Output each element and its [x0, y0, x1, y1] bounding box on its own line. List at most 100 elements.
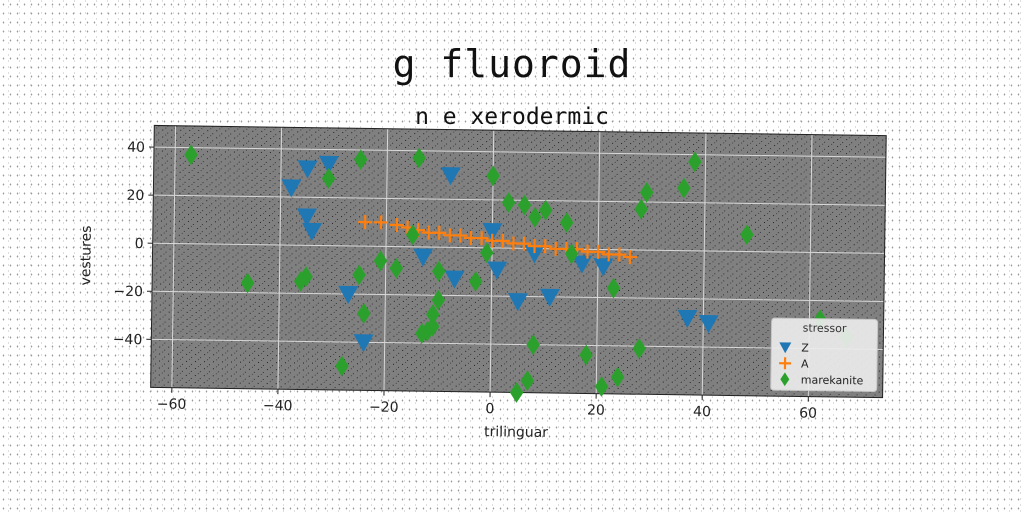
y-grid-line [153, 194, 886, 206]
z-point [487, 261, 508, 280]
marekanite-point [740, 224, 754, 246]
marekanite-point [594, 376, 609, 397]
z-point [281, 179, 302, 198]
marekanite-point [426, 304, 440, 325]
z-point [444, 270, 465, 289]
x-tick-label: 60 [799, 405, 817, 421]
z-point [318, 155, 339, 174]
marekanite-point [468, 271, 483, 292]
legend-box [770, 317, 879, 393]
z-point [353, 334, 374, 353]
marekanite-point [240, 272, 255, 294]
plot-noise-overlay [150, 125, 887, 398]
marekanite-point [431, 289, 446, 311]
legend-marker-marekanite [780, 372, 790, 387]
series-z [281, 155, 719, 353]
marekanite-point [389, 257, 404, 279]
z-point [572, 255, 593, 274]
z-point [593, 258, 614, 277]
z-point [296, 208, 317, 227]
x-tick-label: −20 [369, 399, 399, 415]
z-point [482, 222, 503, 242]
marekanite-point [184, 144, 198, 166]
marekanite-point [606, 277, 621, 299]
marekanite-point [688, 151, 702, 173]
legend-label-z: Z [801, 341, 809, 354]
a-point [495, 233, 510, 248]
marekanite-point [559, 212, 574, 233]
marekanite-point [610, 366, 625, 388]
data-marks [184, 144, 854, 403]
axes: −60 −40 −20 0 20 40 60 −40 −20 0 20 40 [113, 124, 887, 422]
legend-label-marekanite: marekanite [801, 373, 864, 387]
x-grid-line [277, 127, 283, 390]
z-point [539, 288, 560, 307]
marekanite-point [509, 382, 524, 403]
marekanite-point [321, 168, 336, 189]
chart-container: −60 −40 −20 0 20 40 60 −40 −20 0 20 40 trilinguar v… [58, 112, 903, 474]
y-grid-line [151, 338, 884, 351]
marekanite-point [517, 194, 532, 216]
marekanite-point [431, 260, 446, 282]
legend-marker-z [779, 342, 792, 354]
a-point [612, 247, 627, 262]
x-tick-label: −40 [263, 398, 293, 414]
legend-marker-a [779, 357, 792, 370]
a-point [358, 215, 373, 230]
y-tick-label: −40 [113, 332, 143, 348]
z-point [440, 167, 461, 186]
a-point [389, 217, 404, 232]
z-point [677, 309, 698, 328]
marekanite-point [501, 192, 516, 213]
marekanite-point [526, 334, 540, 356]
marekanite-point [528, 206, 542, 228]
z-point [297, 160, 318, 179]
marekanite-point [405, 224, 420, 246]
z-point [698, 314, 719, 334]
marekanite-point [639, 182, 654, 203]
marekanite-point [335, 355, 349, 377]
marekanite-point [479, 242, 494, 264]
y-tick-label: 20 [126, 188, 144, 204]
z-point [508, 293, 529, 312]
a-point [374, 215, 389, 230]
marekanite-point [353, 149, 368, 170]
marekanite-point [538, 199, 553, 221]
y-axis-label: vestures [78, 225, 95, 285]
scatter-chart: −60 −40 −20 0 20 40 60 −40 −20 0 20 40 trilinguar v… [78, 124, 887, 441]
a-point [516, 236, 532, 251]
x-tick-label: 40 [693, 404, 711, 420]
x-tick-label: −60 [157, 396, 187, 412]
y-grid-line [153, 146, 886, 158]
series-marekanite [184, 144, 854, 403]
grid-lines [151, 125, 886, 397]
marekanite-point [412, 147, 426, 169]
y-tick-label: 40 [127, 140, 145, 156]
marekanite-point [632, 338, 646, 359]
x-grid-line [171, 125, 177, 388]
marekanite-point [299, 266, 313, 287]
x-tick-label: 20 [587, 403, 605, 419]
z-point [413, 248, 434, 267]
y-tick-label: −20 [113, 284, 143, 300]
legend-title: stressor [803, 322, 847, 336]
marekanite-point [520, 370, 535, 392]
marekanite-point [564, 243, 579, 265]
marekanite-point [352, 264, 366, 286]
z-point [302, 222, 323, 242]
a-point [591, 244, 606, 259]
x-tick-label: 0 [485, 401, 494, 417]
a-point [432, 225, 447, 240]
marekanite-point [425, 316, 440, 337]
marekanite-point [579, 344, 593, 366]
x-grid-line [701, 133, 707, 396]
a-point [453, 228, 468, 243]
marekanite-point [677, 177, 691, 199]
y-tick-label: 0 [135, 236, 144, 252]
a-point [622, 250, 637, 265]
figure-title: g fluoroid [392, 42, 632, 86]
a-point [538, 239, 553, 254]
marekanite-point [486, 165, 500, 187]
